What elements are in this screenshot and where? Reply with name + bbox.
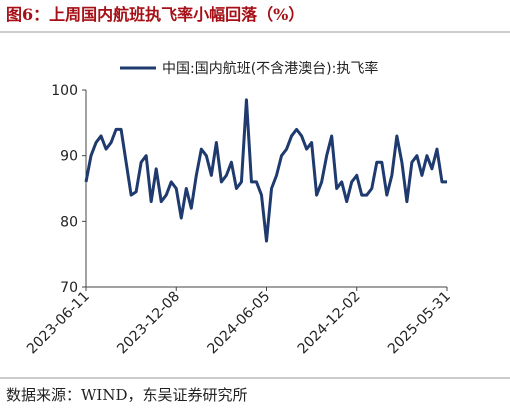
legend-label: 中国:国内航班(不含港澳台):执飞率 xyxy=(162,60,378,77)
source: 数据来源：WIND，东吴证券研究所 xyxy=(6,386,248,404)
y-tick-label: 70 xyxy=(60,280,78,296)
x-tick-label: 2024-06-05 xyxy=(204,289,273,358)
y-tick-label: 80 xyxy=(60,214,78,230)
x-tick-label: 2024-12-02 xyxy=(295,289,364,358)
x-tick-label: 2025-05-31 xyxy=(385,289,454,358)
line-series xyxy=(84,98,447,243)
y-tick-label: 100 xyxy=(51,83,78,99)
y-tick-label: 90 xyxy=(60,149,78,165)
x-tick-label: 2023-12-08 xyxy=(114,289,183,358)
x-tick-label: 2023-06-11 xyxy=(24,289,93,358)
chart-title: 图6：上周国内航班执飞率小幅回落（%） xyxy=(6,5,304,24)
